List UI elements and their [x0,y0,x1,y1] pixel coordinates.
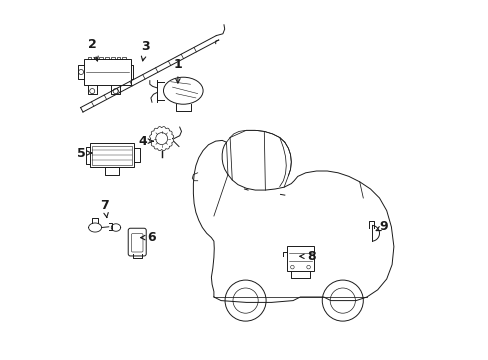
Bar [90,143,133,167]
Text: 8: 8 [299,250,315,263]
Text: 3: 3 [141,40,149,61]
Bar [84,59,131,85]
Text: 1: 1 [173,58,182,83]
Text: 7: 7 [100,199,109,217]
FancyBboxPatch shape [128,228,146,256]
Ellipse shape [163,77,203,104]
Bar [92,146,132,165]
Text: 9: 9 [375,220,387,233]
Text: 2: 2 [88,39,98,61]
Bar [286,246,313,271]
Text: 4: 4 [138,135,153,148]
FancyBboxPatch shape [131,234,142,252]
Text: 6: 6 [141,231,156,244]
Text: 5: 5 [77,147,92,159]
